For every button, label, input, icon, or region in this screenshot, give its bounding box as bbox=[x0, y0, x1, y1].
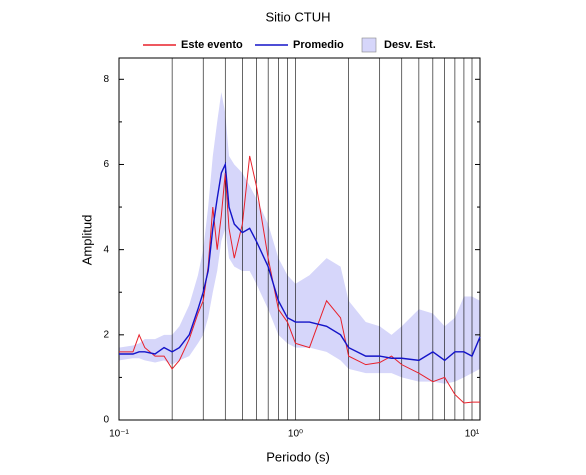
legend-label: Promedio bbox=[293, 39, 344, 51]
std-band bbox=[119, 92, 480, 384]
legend-label: Desv. Est. bbox=[384, 39, 436, 51]
legend-label: Este evento bbox=[181, 39, 243, 51]
chart-title: Sitio CTUH bbox=[265, 9, 330, 24]
series-line bbox=[119, 161, 481, 362]
plot-frame bbox=[118, 57, 481, 421]
y-tick-label: 0 bbox=[103, 415, 109, 426]
x-tick-label: 10¹ bbox=[465, 429, 480, 440]
x-tick-label: 10⁻¹ bbox=[109, 429, 129, 440]
y-axis-label: Amplitud bbox=[79, 215, 94, 266]
series-line bbox=[119, 155, 480, 404]
x-tick-label: 10⁰ bbox=[288, 429, 303, 440]
x-axis-label: Periodo (s) bbox=[266, 449, 330, 464]
y-tick-label: 8 bbox=[103, 74, 109, 85]
y-tick-label: 6 bbox=[103, 159, 109, 170]
legend-swatch bbox=[361, 37, 377, 53]
y-tick-label: 4 bbox=[103, 244, 109, 255]
y-tick-label: 2 bbox=[103, 329, 109, 340]
